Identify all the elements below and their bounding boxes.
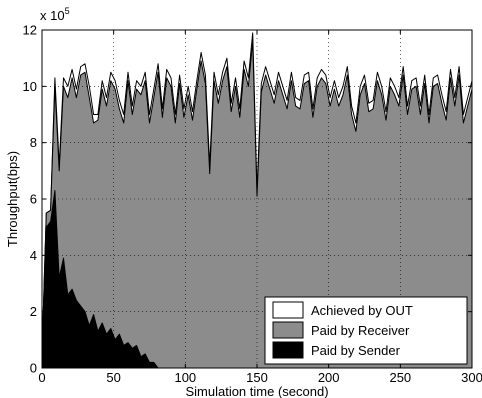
y-multiplier-exponent: 5 <box>65 6 70 16</box>
y-tick-label-1: 2 <box>30 304 37 319</box>
x-tick-label-4: 200 <box>318 370 340 385</box>
x-tick-label-3: 150 <box>246 370 268 385</box>
y-multiplier-label: x 105 <box>40 6 70 23</box>
legend: Achieved by OUT Paid by Receiver Paid by S… <box>264 296 468 365</box>
y-tick-label-0: 0 <box>30 361 37 376</box>
y-tick-label-5: 10 <box>23 79 37 94</box>
x-tick-label-2: 100 <box>174 370 196 385</box>
legend-swatch-1 <box>272 321 304 339</box>
area-layers <box>41 32 473 369</box>
grid-lines <box>42 30 472 368</box>
legend-swatch-0 <box>272 301 304 319</box>
x-tick-label-6: 300 <box>461 370 482 385</box>
x-axis-label: Simulation time (second) <box>185 384 328 398</box>
legend-label-1: Paid by Receiver <box>311 323 410 338</box>
y-multiplier-base: x 10 <box>40 8 65 23</box>
y-tick-label-4: 8 <box>30 135 37 150</box>
y-tick-label-6: 12 <box>23 23 37 38</box>
y-axis-label: Throughput(bps) <box>5 151 20 247</box>
y-tick-label-3: 6 <box>30 192 37 207</box>
axis-ticks: 0 50 100 150 200 250 300 0 2 4 6 8 10 12 <box>23 23 482 386</box>
legend-label-0: Achieved by OUT <box>311 303 413 318</box>
x-tick-label-0: 0 <box>38 370 45 385</box>
legend-swatch-2 <box>272 341 304 359</box>
x-tick-label-1: 50 <box>106 370 120 385</box>
x-tick-label-5: 250 <box>389 370 411 385</box>
area-series-1 <box>41 40 473 369</box>
y-tick-label-2: 4 <box>30 248 37 263</box>
legend-label-2: Paid by Sender <box>311 343 401 358</box>
